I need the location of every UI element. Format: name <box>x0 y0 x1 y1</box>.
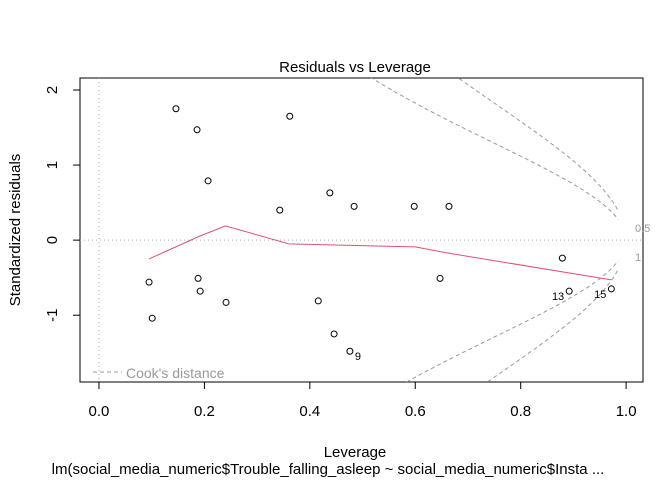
x-tick-label: 1.0 <box>616 403 637 420</box>
point <box>326 189 334 197</box>
point <box>314 297 322 305</box>
x-tick-label: 0.8 <box>510 403 531 420</box>
point <box>148 314 156 322</box>
point <box>350 202 358 210</box>
cooks-label: 0.5 <box>635 223 650 235</box>
cooks-contour <box>457 78 619 212</box>
point <box>330 330 338 338</box>
x-tick-label: 0.4 <box>299 403 320 420</box>
y-tick-label: -1 <box>44 309 61 322</box>
point <box>410 202 418 210</box>
point <box>445 202 453 210</box>
subtitle: lm(social_media_numeric$Trouble_falling_… <box>52 461 605 478</box>
x-axis-label: Leverage <box>324 444 387 461</box>
x-tick-label: 0.2 <box>194 403 215 420</box>
y-tick-label: 2 <box>44 86 61 94</box>
point <box>346 347 354 355</box>
point-label: 13 <box>552 291 564 303</box>
plot-box <box>79 77 644 383</box>
smooth-line <box>148 225 612 281</box>
point <box>196 287 204 295</box>
point <box>193 126 201 134</box>
point-label: 15 <box>594 289 606 301</box>
cooks-label: 1 <box>635 252 641 264</box>
point <box>204 177 212 185</box>
cooks-contour <box>370 78 619 220</box>
y-axis-label: Standardized residuals <box>7 154 24 307</box>
point <box>145 278 153 286</box>
point <box>172 105 180 113</box>
point-label: 9 <box>355 351 361 363</box>
y-tick-label: 0 <box>44 236 61 244</box>
point <box>276 206 284 214</box>
x-tick-label: 0.6 <box>405 403 426 420</box>
point <box>607 285 615 293</box>
point <box>222 298 230 306</box>
legend-label: Cook's distance <box>126 365 225 381</box>
point <box>565 287 573 295</box>
point <box>194 274 202 282</box>
point <box>558 254 566 262</box>
point <box>436 274 444 282</box>
chart-title: Residuals vs Leverage <box>279 59 431 76</box>
point <box>286 112 294 120</box>
cooks-contour <box>405 260 619 382</box>
plot-area <box>80 78 643 382</box>
cooks-contour <box>486 269 619 382</box>
x-tick-label: 0.0 <box>89 403 110 420</box>
y-tick-label: 1 <box>44 161 61 169</box>
